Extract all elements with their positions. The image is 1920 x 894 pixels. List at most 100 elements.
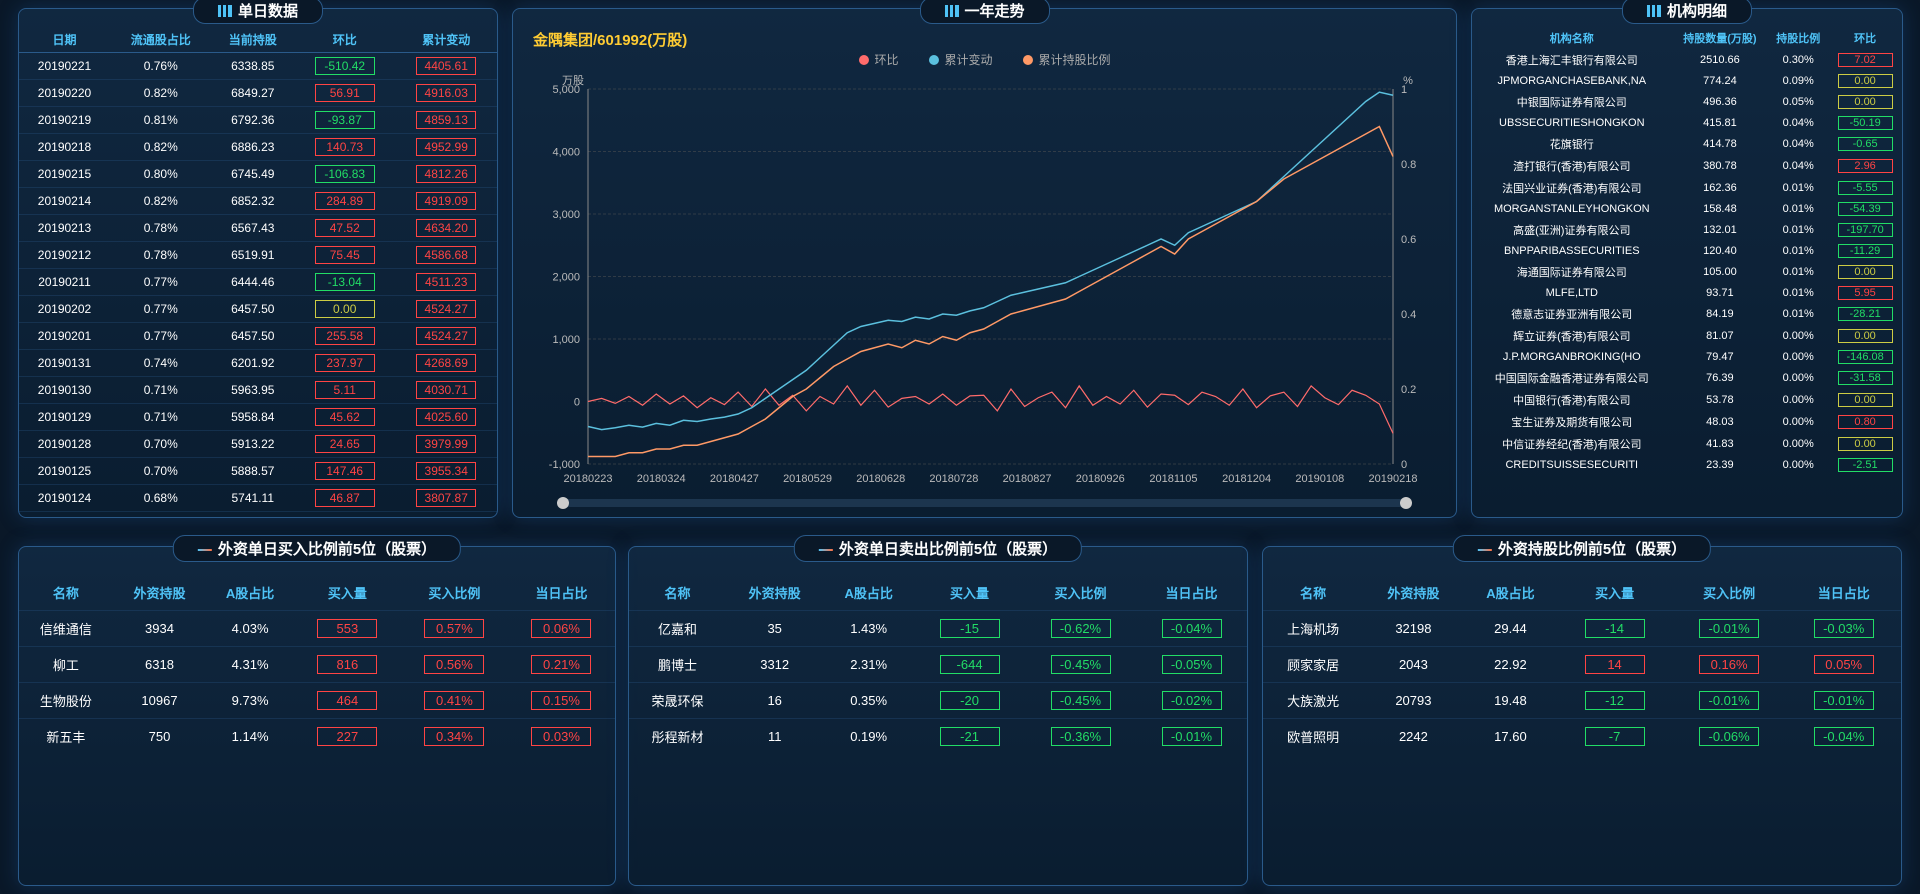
trend-chart-svg[interactable]: -1,00001,0002,0003,0004,0005,00000.20.40…: [533, 69, 1438, 509]
table-row[interactable]: 信维通信39344.03%5530.57%0.06%: [19, 611, 615, 647]
table-row[interactable]: 中国银行(香港)有限公司53.780.00%0.00: [1472, 389, 1902, 411]
table-row[interactable]: 生物股份109679.73%4640.41%0.15%: [19, 683, 615, 719]
table-row[interactable]: 中国国际金融香港证券有限公司76.390.00%-31.58: [1472, 367, 1902, 389]
col-header: 名称: [629, 575, 726, 611]
cell: 4.03%: [206, 611, 294, 647]
scroller-handle-right[interactable]: [1400, 497, 1412, 509]
cell-pct: 0.70%: [110, 431, 212, 458]
table-row[interactable]: 花旗银行414.780.04%-0.65: [1472, 133, 1902, 155]
table-row[interactable]: 201902140.82%6852.32284.894919.09: [19, 188, 497, 215]
table-row[interactable]: 彤程新材110.19%-21-0.36%-0.01%: [629, 719, 1247, 755]
table-row[interactable]: CREDITSUISSESECURITI23.390.00%-2.51: [1472, 455, 1902, 475]
table-row[interactable]: MLFE,LTD93.710.01%5.95: [1472, 283, 1902, 303]
trend-chart-panel: 一年走势 金隅集团/601992(万股) 环比累计变动累计持股比例 -1,000…: [512, 8, 1457, 518]
table-row[interactable]: 上海机场3219829.44-14-0.01%-0.03%: [1263, 611, 1901, 647]
legend-dot-icon: [858, 55, 868, 65]
svg-text:20180926: 20180926: [1076, 473, 1125, 485]
table-row[interactable]: JPMORGANCHASEBANK,NA774.240.09%0.00: [1472, 71, 1902, 91]
table-row[interactable]: 宝生证券及期货有限公司48.030.00%0.80: [1472, 411, 1902, 433]
table-row[interactable]: 201901300.71%5963.955.114030.71: [19, 377, 497, 404]
table-row[interactable]: 201901280.70%5913.2224.653979.99: [19, 431, 497, 458]
table-row[interactable]: 201901290.71%5958.8445.624025.60: [19, 404, 497, 431]
cell-cum: 4524.27: [395, 296, 497, 323]
col-header: 环比: [1828, 27, 1902, 49]
cell-name: 香港上海汇丰银行有限公司: [1472, 49, 1672, 71]
table-row[interactable]: 201902120.78%6519.9175.454586.68: [19, 242, 497, 269]
cell-qty: 41.83: [1672, 433, 1769, 455]
table-row[interactable]: 德意志证券亚洲有限公司84.190.01%-28.21: [1472, 303, 1902, 325]
cell-pct: 0.78%: [110, 215, 212, 242]
buy-top5-panel: 外资单日买入比例前5位（股票） 名称外资持股A股占比买入量买入比例当日占比信维通…: [18, 546, 616, 886]
cell-date: 20190125: [19, 458, 110, 485]
table-row[interactable]: 辉立证券(香港)有限公司81.070.00%0.00: [1472, 325, 1902, 347]
table-row[interactable]: 201902010.77%6457.50255.584524.27: [19, 323, 497, 350]
table-row[interactable]: 荣晟环保160.35%-20-0.45%-0.02%: [629, 683, 1247, 719]
legend-item[interactable]: 累计持股比例: [1023, 51, 1111, 68]
cell-change: -197.70: [1828, 219, 1902, 241]
cell-holding: 6519.91: [212, 242, 294, 269]
table-row[interactable]: 大族激光2079319.48-12-0.01%-0.01%: [1263, 683, 1901, 719]
cell-change: -54.39: [1828, 199, 1902, 219]
table-row[interactable]: 柳工63184.31%8160.56%0.21%: [19, 647, 615, 683]
legend-item[interactable]: 环比: [858, 51, 898, 68]
cell-change: 0.00: [1828, 325, 1902, 347]
col-header: 流通股占比: [110, 27, 212, 53]
line-chart-icon: [819, 543, 833, 555]
table-row[interactable]: 201902020.77%6457.500.004524.27: [19, 296, 497, 323]
table-row[interactable]: 欧普照明224217.60-7-0.06%-0.04%: [1263, 719, 1901, 755]
scroller-handle-left[interactable]: [557, 497, 569, 509]
table-row[interactable]: 中信证券经纪(香港)有限公司41.830.00%0.00: [1472, 433, 1902, 455]
buy-title-text: 外资单日买入比例前5位（股票）: [218, 538, 436, 559]
cell-date: 20190220: [19, 80, 110, 107]
table-row[interactable]: 鹏博士33122.31%-644-0.45%-0.05%: [629, 647, 1247, 683]
table-row[interactable]: 新五丰7501.14%2270.34%0.03%: [19, 719, 615, 755]
table-row[interactable]: 亿嘉和351.43%-15-0.62%-0.04%: [629, 611, 1247, 647]
cell: 3312: [726, 647, 823, 683]
table-row[interactable]: 201901250.70%5888.57147.463955.34: [19, 458, 497, 485]
table-row[interactable]: MORGANSTANLEYHONGKON158.480.01%-54.39: [1472, 199, 1902, 219]
table-row[interactable]: J.P.MORGANBROKING(HO79.470.00%-146.08: [1472, 347, 1902, 367]
cell: 0.15%: [508, 683, 615, 719]
cell-change: 0.80: [1828, 411, 1902, 433]
col-header: 买入比例: [1025, 575, 1136, 611]
cell-pct: 0.70%: [110, 458, 212, 485]
cell-name: 中国银行(香港)有限公司: [1472, 389, 1672, 411]
cell: 0.06%: [508, 611, 615, 647]
cell: 9.73%: [206, 683, 294, 719]
table-row[interactable]: 渣打银行(香港)有限公司380.780.04%2.96: [1472, 155, 1902, 177]
cell-date: 20190215: [19, 161, 110, 188]
cell: 0.19%: [823, 719, 914, 755]
cell: 0.56%: [401, 647, 508, 683]
table-row[interactable]: 法国兴业证券(香港)有限公司162.360.01%-5.55: [1472, 177, 1902, 199]
table-row[interactable]: 201902200.82%6849.2756.914916.03: [19, 80, 497, 107]
table-row[interactable]: 201902190.81%6792.36-93.874859.13: [19, 107, 497, 134]
table-row[interactable]: 海通国际证券有限公司105.000.01%0.00: [1472, 261, 1902, 283]
chart-scroller[interactable]: [563, 499, 1406, 507]
table-row[interactable]: 201902180.82%6886.23140.734952.99: [19, 134, 497, 161]
table-row[interactable]: 顾家家居204322.92140.16%0.05%: [1263, 647, 1901, 683]
col-header: A股占比: [206, 575, 294, 611]
table-row[interactable]: 201902150.80%6745.49-106.834812.26: [19, 161, 497, 188]
cell-qty: 23.39: [1672, 455, 1769, 475]
table-row[interactable]: 香港上海汇丰银行有限公司2510.660.30%7.02: [1472, 49, 1902, 71]
table-row[interactable]: 201902210.76%6338.85-510.424405.61: [19, 53, 497, 80]
cell: -644: [914, 647, 1025, 683]
table-row[interactable]: 高盛(亚洲)证券有限公司132.010.01%-197.70: [1472, 219, 1902, 241]
legend-item[interactable]: 累计变动: [928, 51, 992, 68]
cell-date: 20190211: [19, 269, 110, 296]
cell: -0.04%: [1136, 611, 1247, 647]
cell-change: 75.45: [294, 242, 395, 269]
svg-text:0: 0: [1401, 459, 1407, 471]
table-row[interactable]: 201902130.78%6567.4347.524634.20: [19, 215, 497, 242]
cell: 柳工: [19, 647, 113, 683]
table-row[interactable]: 201901240.68%5741.1146.873807.87: [19, 485, 497, 512]
table-row[interactable]: 201902110.77%6444.46-13.044511.23: [19, 269, 497, 296]
table-row[interactable]: BNPPARIBASSECURITIES120.400.01%-11.29: [1472, 241, 1902, 261]
cell-change: -50.19: [1828, 113, 1902, 133]
cell-change: -0.65: [1828, 133, 1902, 155]
col-header: 机构名称: [1472, 27, 1672, 49]
daily-title-text: 单日数据: [238, 0, 298, 21]
table-row[interactable]: UBSSECURITIESHONGKON415.810.04%-50.19: [1472, 113, 1902, 133]
table-row[interactable]: 中银国际证券有限公司496.360.05%0.00: [1472, 91, 1902, 113]
table-row[interactable]: 201901310.74%6201.92237.974268.69: [19, 350, 497, 377]
